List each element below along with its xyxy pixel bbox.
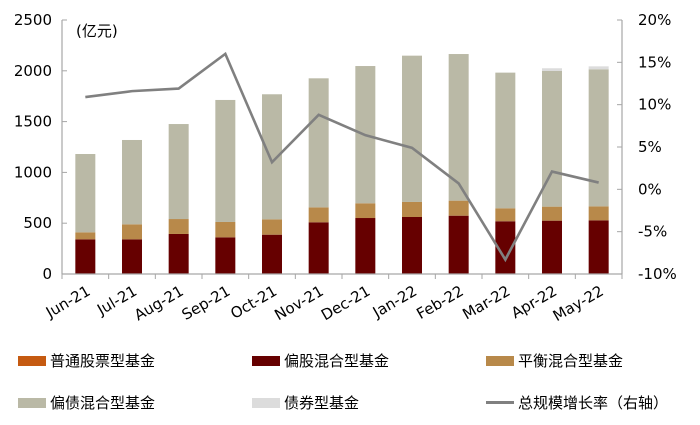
legend: 普通股票型基金 偏股混合型基金 平衡混合型基金 偏债混合型基金 债券型基金 总规… [0, 345, 700, 425]
bar-segment [122, 224, 142, 240]
unit-label: (亿元) [76, 22, 118, 40]
legend-swatch-icon [252, 397, 280, 408]
x-axis: Jun-21 Jul-21Aug-21Sep-21Oct-21Nov-21Dec-… [42, 273, 623, 325]
bar-stack [402, 55, 422, 274]
bar-segment [122, 239, 142, 274]
bar-segment [262, 219, 282, 235]
bar-segment [75, 239, 96, 274]
bar-stack [168, 124, 189, 274]
bar-segment [355, 203, 376, 219]
x-tick-label: Dec-21 [318, 282, 373, 324]
bar-segment [495, 208, 516, 222]
bar-segment [75, 154, 96, 233]
x-tick-label: Mar-22 [459, 282, 513, 324]
bar-segment [588, 220, 609, 274]
left-axis: 0 500 1000 1500 2000 2500 [14, 11, 67, 283]
right-tick-label: 10% [638, 96, 671, 114]
bar-segment [122, 139, 142, 225]
bar-segment [168, 219, 189, 234]
bar-stack [308, 78, 329, 274]
bar-segment [448, 54, 469, 201]
bar-segment [168, 233, 189, 274]
right-tick-label: -10% [638, 265, 677, 283]
bar-segment [75, 232, 96, 240]
bar-segment [448, 215, 469, 274]
legend-label: 偏债混合型基金 [50, 394, 156, 412]
right-axis: -10% -5% 0% 5% 10% 15% 20% [617, 11, 677, 283]
legend-item-bond-hybrid: 偏债混合型基金 [18, 392, 155, 413]
bar-segment [495, 221, 516, 274]
stacked-bars [75, 54, 609, 274]
legend-swatch-icon [486, 355, 514, 366]
legend-item-growth-rate: 总规模增长率（右轴） [486, 392, 668, 413]
left-tick-label: 0 [42, 265, 52, 283]
bar-segment [402, 217, 422, 274]
left-tick-label: 2500 [14, 11, 52, 29]
right-tick-label: -5% [638, 223, 667, 241]
bar-segment [355, 218, 376, 274]
bar-stack [448, 54, 469, 274]
legend-item-common-equity: 普通股票型基金 [18, 350, 155, 371]
chart-area: 0 500 1000 1500 2000 2500 -10% -5% 0% 5% 10% 15% 20… [14, 11, 677, 325]
left-tick-label: 2000 [14, 62, 52, 80]
right-tick-label: 0% [638, 180, 662, 198]
growth-rate-line [85, 51, 599, 263]
legend-label: 偏股混合型基金 [284, 352, 390, 370]
growth-line [85, 51, 599, 263]
bar-segment [262, 234, 282, 274]
bar-stack [495, 72, 516, 274]
legend-swatch-icon [18, 397, 46, 408]
right-tick-label: 15% [638, 53, 671, 71]
x-tick-label: Jun-21 [42, 282, 93, 322]
left-tick-label: 1000 [14, 163, 52, 181]
left-tick-label: 500 [23, 214, 52, 232]
bar-segment [215, 221, 236, 238]
bar-segment [308, 78, 329, 208]
legend-label: 总规模增长率（右轴） [518, 394, 669, 412]
bar-segment [542, 220, 562, 274]
bar-segment [542, 206, 562, 221]
bar-stack [122, 139, 142, 274]
legend-swatch-icon [252, 355, 280, 366]
x-tick-label: Feb-22 [413, 282, 466, 323]
x-tick-label: Jan-22 [369, 282, 420, 322]
legend-item-balanced-hybrid: 平衡混合型基金 [486, 350, 623, 371]
legend-line-icon [486, 401, 514, 404]
bar-segment [448, 200, 469, 216]
bar-segment [588, 206, 609, 221]
legend-label: 平衡混合型基金 [518, 352, 624, 370]
x-tick-label: Aug-21 [131, 282, 187, 324]
bar-segment [402, 55, 422, 202]
legend-swatch-icon [18, 355, 46, 366]
bar-segment [542, 68, 562, 72]
bar-segment [588, 66, 609, 70]
bar-stack [215, 99, 236, 274]
bar-segment [168, 124, 189, 220]
legend-label: 债券型基金 [284, 394, 360, 412]
x-tick-label: Apr-22 [508, 282, 560, 322]
bar-segment [588, 69, 609, 207]
bar-segment [215, 99, 236, 222]
bar-stack [355, 66, 376, 274]
bar-segment [215, 237, 236, 274]
bar-segment [402, 201, 422, 218]
bar-stack [75, 154, 96, 274]
x-tick-label: Sep-21 [179, 282, 234, 324]
legend-item-bond-fund: 债券型基金 [252, 392, 359, 413]
legend-item-equity-hybrid: 偏股混合型基金 [252, 350, 389, 371]
x-tick-label: Oct-21 [227, 282, 280, 323]
bar-segment [308, 222, 329, 274]
bar-stack [588, 66, 609, 274]
bar-segment [308, 207, 329, 223]
legend-label: 普通股票型基金 [50, 352, 156, 370]
right-tick-label: 5% [638, 138, 662, 156]
bar-segment [262, 94, 282, 220]
left-tick-label: 1500 [14, 113, 52, 131]
right-tick-label: 20% [638, 11, 671, 29]
x-tick-label: May-22 [550, 282, 607, 325]
bar-stack [262, 94, 282, 274]
bar-segment [495, 72, 516, 209]
x-tick-label: Nov-21 [271, 282, 326, 324]
